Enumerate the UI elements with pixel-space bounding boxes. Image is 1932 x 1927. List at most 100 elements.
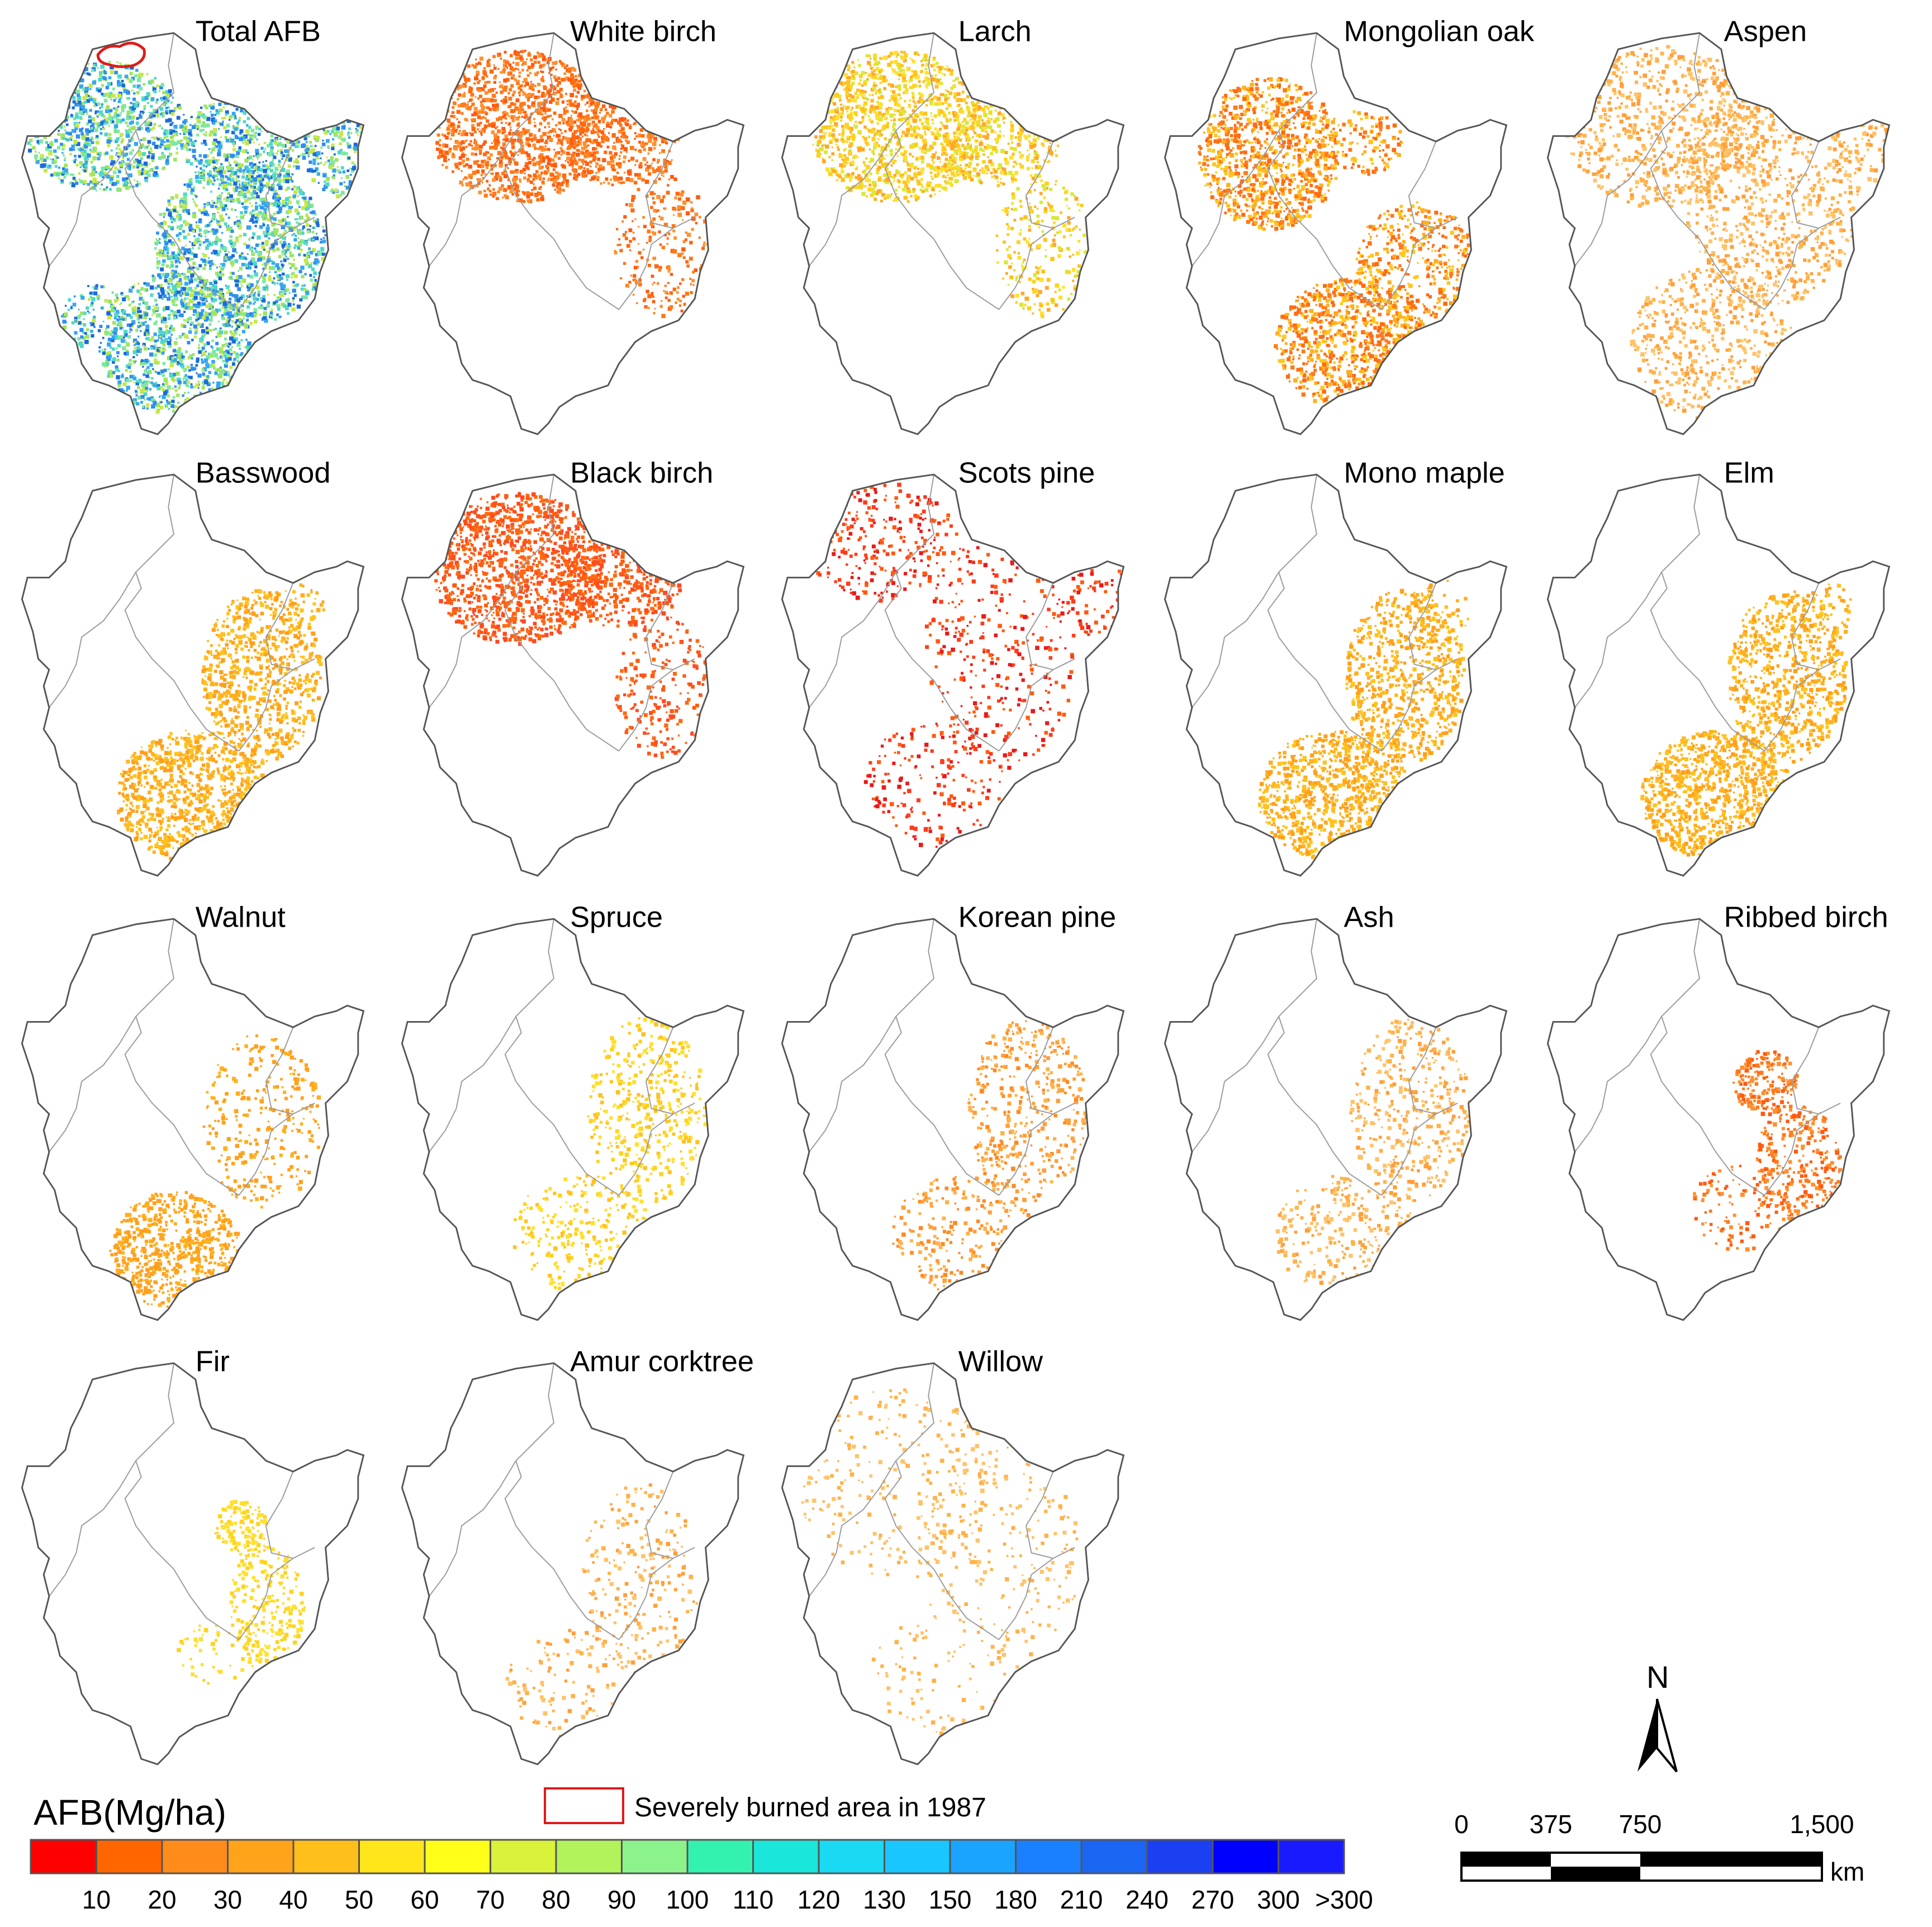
afb-pixel [169, 129, 173, 132]
afb-pixel [165, 405, 168, 407]
afb-pixel [246, 295, 248, 297]
afb-pixel [198, 350, 202, 354]
afb-pixel [103, 127, 106, 130]
afb-pixel [461, 170, 463, 172]
afb-pixel [270, 146, 274, 150]
afb-pixel [306, 148, 310, 151]
afb-pixel [159, 395, 162, 397]
afb-pixel [200, 124, 204, 127]
afb-pixel [191, 141, 195, 146]
afb-pixel [166, 291, 169, 293]
afb-pixel [232, 179, 235, 182]
afb-pixel [230, 154, 235, 158]
afb-pixel [165, 90, 169, 94]
afb-pixel [556, 175, 559, 179]
afb-pixel [216, 311, 219, 314]
afb-pixel [170, 264, 174, 268]
afb-pixel [524, 49, 526, 52]
afb-pixel [304, 149, 308, 152]
afb-pixel [206, 355, 210, 359]
afb-pixel [226, 312, 230, 316]
afb-pixel [246, 305, 250, 309]
afb-pixel [43, 113, 48, 117]
afb-pixel [62, 320, 67, 324]
afb-pixel [110, 149, 113, 152]
afb-pixel [230, 184, 233, 187]
afb-pixel [169, 327, 172, 330]
afb-pixel [99, 110, 103, 115]
afb-pixel [220, 263, 222, 265]
afb-pixel [468, 173, 473, 178]
afb-pixel [332, 127, 336, 131]
afb-pixel [137, 159, 141, 164]
afb-pixel [72, 73, 77, 77]
afb-pixel [56, 156, 59, 159]
afb-pixel [349, 167, 351, 169]
afb-pixel [44, 168, 48, 173]
afb-pixel [241, 137, 246, 142]
afb-pixel [288, 156, 290, 159]
afb-pixel [63, 159, 66, 162]
afb-pixel [219, 329, 221, 331]
afb-pixel [231, 254, 235, 258]
afb-pixel [125, 133, 130, 138]
afb-pixel [543, 105, 546, 108]
afb-pixel [210, 297, 213, 300]
afb-pixel [253, 171, 255, 174]
afb-pixel [185, 410, 187, 412]
afb-pixel [167, 292, 170, 295]
afb-pixel [65, 172, 68, 174]
afb-pixel [283, 249, 287, 253]
afb-pixel [236, 177, 238, 179]
afb-pixel [214, 113, 217, 116]
afb-pixel [180, 197, 183, 200]
afb-pixel [266, 250, 269, 253]
afb-pixel [198, 208, 201, 212]
afb-pixel [64, 168, 68, 173]
afb-pixel [493, 64, 495, 67]
afb-pixel [243, 359, 247, 363]
afb-pixel [166, 207, 168, 210]
afb-pixel [246, 313, 250, 317]
afb-pixel [529, 175, 531, 178]
afb-pixel [267, 293, 269, 296]
afb-pixel [182, 128, 185, 131]
afb-pixel [219, 297, 221, 300]
afb-pixel [172, 273, 175, 276]
afb-pixel [353, 143, 358, 147]
afb-pixel [486, 60, 490, 63]
afb-pixel [115, 365, 118, 369]
afb-pixel [236, 121, 239, 125]
afb-pixel [494, 105, 499, 110]
afb-pixel [326, 145, 330, 149]
afb-pixel [229, 330, 232, 334]
afb-pixel [300, 287, 304, 291]
afb-pixel [142, 343, 146, 347]
afb-pixel [146, 306, 151, 310]
afb-pixel [160, 351, 162, 353]
afb-pixel [198, 312, 203, 316]
afb-pixel [490, 88, 495, 92]
afb-pixel [270, 232, 275, 236]
afb-pixel [230, 244, 235, 248]
afb-pixel [236, 197, 240, 202]
afb-pixel [197, 246, 201, 250]
afb-pixel [244, 362, 248, 366]
afb-pixel [512, 115, 516, 118]
afb-pixel [78, 341, 83, 346]
afb-pixel [139, 76, 141, 79]
afb-pixel [275, 121, 278, 125]
afb-pixel [510, 102, 514, 106]
afb-pixel [99, 132, 103, 135]
afb-pixel [155, 371, 158, 373]
afb-pixel [517, 68, 520, 71]
afb-pixel [358, 170, 362, 174]
afb-pixel [230, 198, 232, 201]
afb-pixel [296, 221, 298, 224]
afb-pixel [91, 297, 96, 302]
afb-pixel [189, 376, 193, 379]
afb-pixel [222, 207, 226, 211]
afb-pixel [137, 169, 141, 173]
afb-pixel [46, 120, 50, 122]
afb-pixel [61, 148, 65, 151]
